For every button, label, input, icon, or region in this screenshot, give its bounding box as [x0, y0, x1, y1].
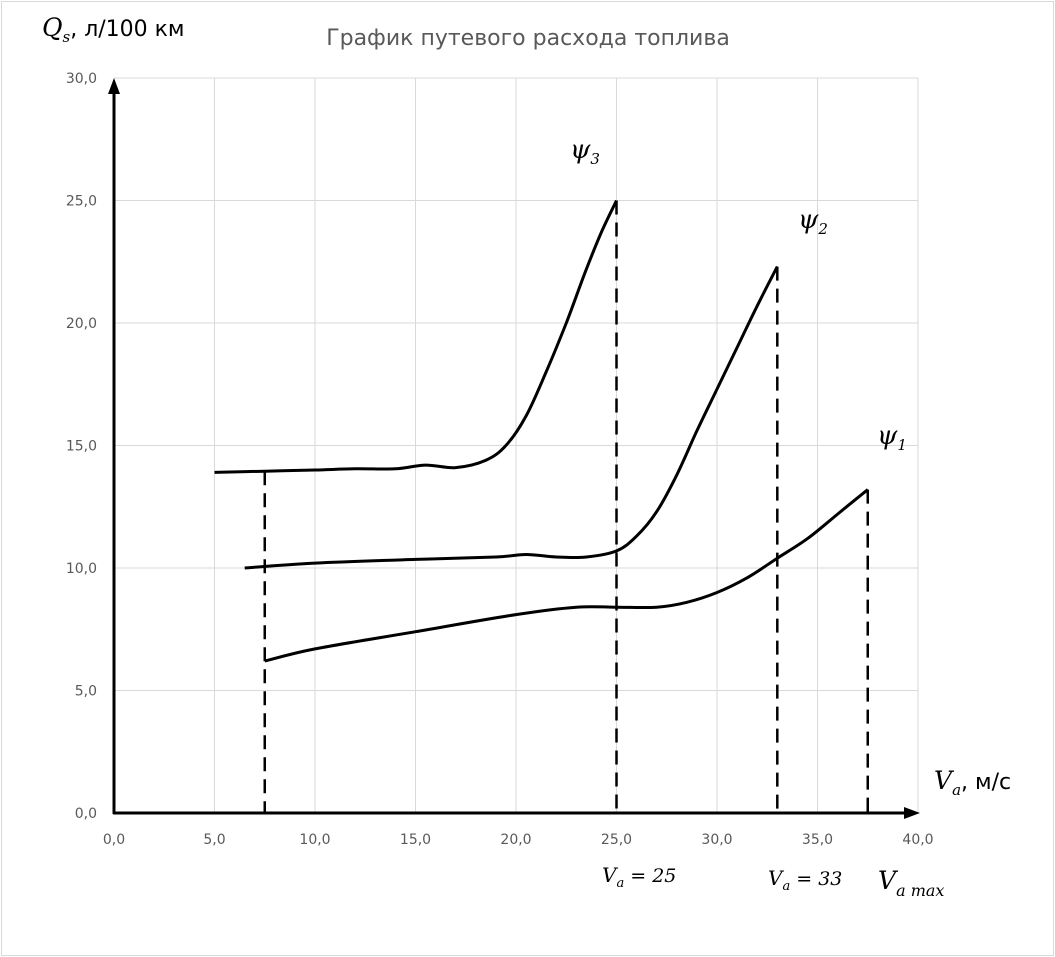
- x-tick-label: 35,0: [802, 832, 833, 848]
- series-labels: ψ3 ψ2 ψ1: [570, 135, 907, 454]
- y-tick-label: 0,0: [75, 806, 97, 822]
- y-tick-label: 10,0: [66, 561, 97, 577]
- x-axis-label: Va, м/с: [934, 766, 1011, 799]
- x-annotations: Va = 25 Va = 33 Va max: [602, 863, 944, 900]
- x-tick-label: 5,0: [203, 832, 225, 848]
- annotation-va-25: Va = 25: [602, 863, 676, 891]
- annotation-va-max: Va max: [878, 866, 944, 900]
- series-label-psi2: ψ2: [798, 205, 828, 238]
- series-line-psi2: [244, 265, 779, 570]
- grid: [114, 77, 919, 813]
- x-axis-arrow: [904, 807, 920, 819]
- y-tick-label: 30,0: [66, 71, 97, 87]
- x-tick-label: 25,0: [601, 832, 632, 848]
- y-tick-label: 20,0: [66, 316, 97, 332]
- y-tick-label: 5,0: [75, 684, 97, 700]
- y-tick-label: 15,0: [66, 439, 97, 455]
- y-tick-label: 25,0: [66, 194, 97, 210]
- x-tick-label: 40,0: [902, 832, 933, 848]
- x-tick-label: 20,0: [500, 832, 531, 848]
- series-line-psi1: [264, 488, 869, 663]
- y-axis-label: Qs, л/100 км: [42, 13, 185, 46]
- tick-labels: 0,0 5,0 10,0 15,0 20,0 25,0 30,0 35,0 40,0 0,0 5,0…: [66, 71, 934, 848]
- annotation-va-33: Va = 33: [768, 866, 842, 894]
- series-line-psi3: [214, 199, 618, 474]
- series-label-psi1: ψ1: [877, 421, 907, 454]
- x-tick-label: 15,0: [400, 832, 431, 848]
- series-label-psi3: ψ3: [570, 135, 600, 168]
- y-axis-arrow: [108, 78, 120, 94]
- x-tick-label: 10,0: [299, 832, 330, 848]
- x-tick-label: 30,0: [701, 832, 732, 848]
- dashed-verticals: [263, 200, 869, 813]
- x-tick-label: 0,0: [103, 832, 125, 848]
- series-curves: [214, 199, 869, 663]
- chart-title: График путевого расхода топлива: [326, 26, 730, 51]
- axes: [108, 78, 920, 819]
